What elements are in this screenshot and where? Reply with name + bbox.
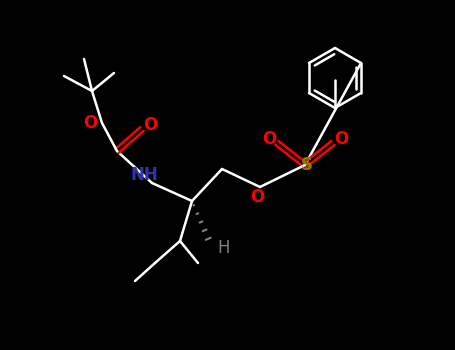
Text: H: H — [218, 239, 230, 257]
Text: O: O — [143, 116, 157, 134]
Text: O: O — [250, 188, 264, 206]
Text: O: O — [83, 114, 97, 132]
Text: O: O — [334, 130, 348, 148]
Text: O: O — [262, 130, 276, 148]
Text: NH: NH — [130, 166, 158, 184]
Text: S: S — [301, 156, 313, 174]
